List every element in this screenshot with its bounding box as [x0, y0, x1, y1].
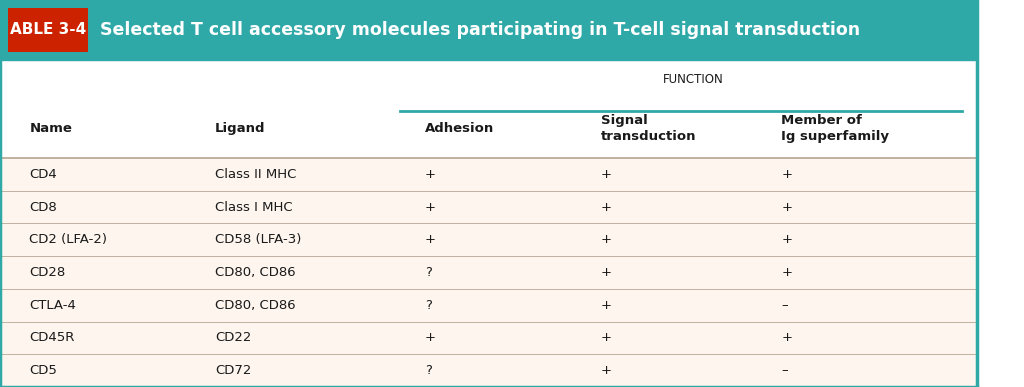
Text: +: + [425, 233, 436, 247]
Bar [0, 256, 977, 289]
Text: +: + [425, 168, 436, 181]
Text: CD8: CD8 [30, 200, 57, 214]
Text: Name: Name [30, 122, 72, 135]
Text: +: + [781, 266, 793, 279]
Text: ?: ? [425, 299, 432, 312]
Text: Signal
transduction: Signal transduction [600, 114, 696, 143]
Text: +: + [600, 200, 611, 214]
Text: +: + [600, 299, 611, 312]
Text: +: + [425, 331, 436, 344]
Text: +: + [781, 168, 793, 181]
Bar [0, 289, 977, 322]
Text: +: + [600, 266, 611, 279]
Bar [0, 224, 977, 256]
Text: CD80, CD86: CD80, CD86 [215, 266, 296, 279]
Text: Member of
Ig superfamily: Member of Ig superfamily [781, 114, 889, 143]
Text: –: – [781, 299, 787, 312]
Text: CD2 (LFA-2): CD2 (LFA-2) [30, 233, 108, 247]
Text: CD45R: CD45R [30, 331, 75, 344]
Text: Class II MHC: Class II MHC [215, 168, 296, 181]
Text: +: + [600, 233, 611, 247]
Text: CD5: CD5 [30, 364, 57, 377]
Text: Ligand: Ligand [215, 122, 265, 135]
Text: Selected T cell accessory molecules participating in T-cell signal transduction: Selected T cell accessory molecules part… [99, 21, 860, 39]
Text: Class I MHC: Class I MHC [215, 200, 293, 214]
Text: ?: ? [425, 364, 432, 377]
Text: CD28: CD28 [30, 266, 66, 279]
Text: +: + [781, 331, 793, 344]
Bar [0, 158, 977, 191]
Text: CD4: CD4 [30, 168, 57, 181]
Text: +: + [781, 233, 793, 247]
Text: ABLE 3-4: ABLE 3-4 [9, 22, 86, 38]
Text: +: + [600, 168, 611, 181]
Text: +: + [600, 364, 611, 377]
Bar [0, 191, 977, 224]
Bar [0, 354, 977, 387]
Text: CD72: CD72 [215, 364, 251, 377]
Text: CD80, CD86: CD80, CD86 [215, 299, 296, 312]
Text: CD58 (LFA-3): CD58 (LFA-3) [215, 233, 301, 247]
Text: FUNCTION: FUNCTION [663, 73, 724, 86]
Text: +: + [425, 200, 436, 214]
Bar [8, 8, 88, 52]
Text: ?: ? [425, 266, 432, 279]
Text: –: – [781, 364, 787, 377]
Text: +: + [781, 200, 793, 214]
Text: CD22: CD22 [215, 331, 251, 344]
Text: CTLA-4: CTLA-4 [30, 299, 76, 312]
Bar [0, 322, 977, 354]
Bar [0, 0, 977, 60]
Text: Adhesion: Adhesion [425, 122, 494, 135]
Text: +: + [600, 331, 611, 344]
